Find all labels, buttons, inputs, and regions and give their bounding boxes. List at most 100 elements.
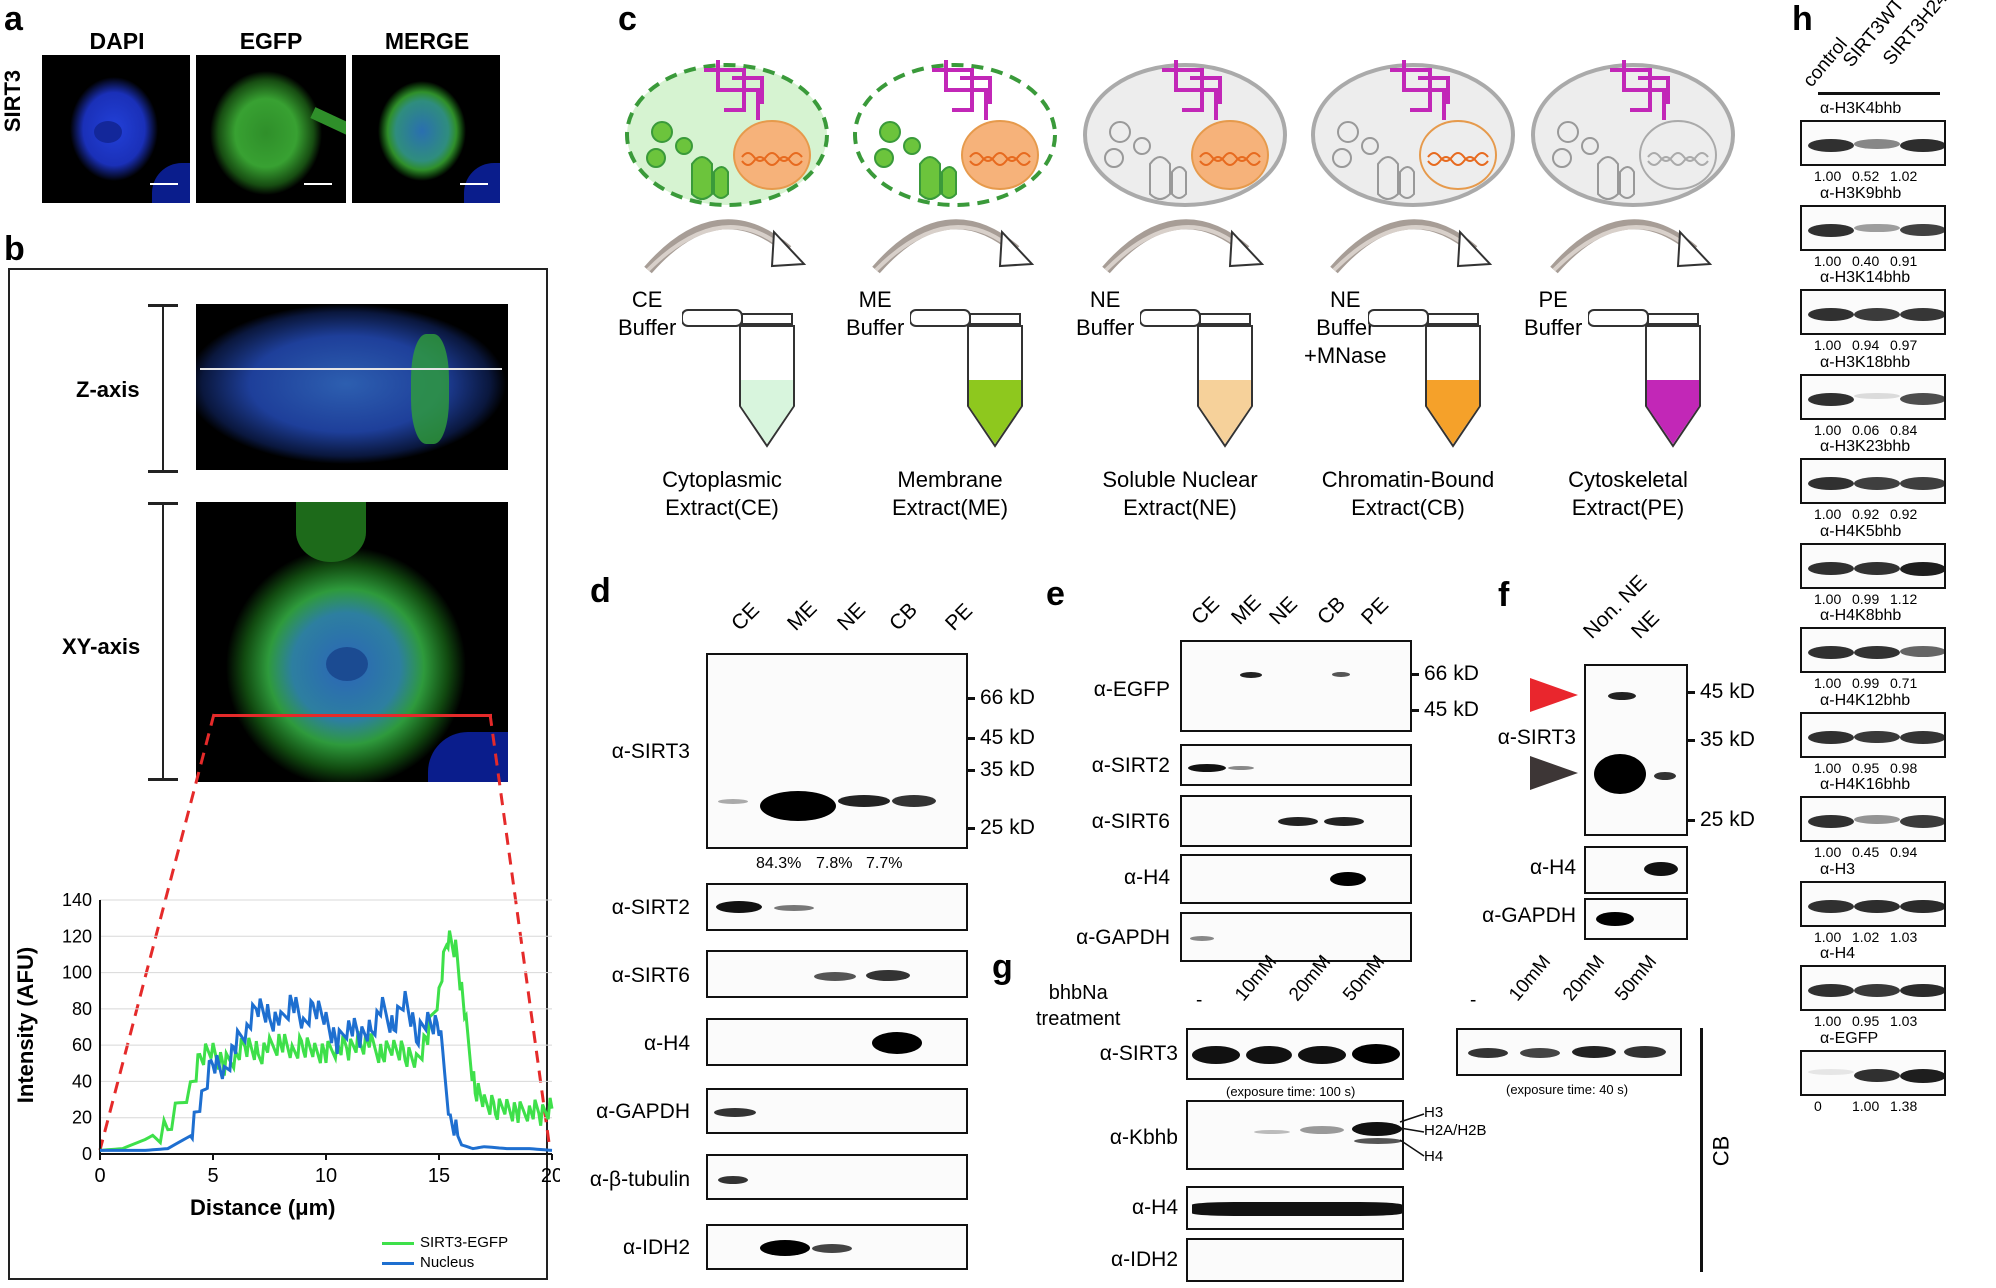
panel-b-frame <box>8 268 548 1280</box>
label-h-3: α-H3K18bhb <box>1820 353 1911 371</box>
buffer-0: CE Buffer <box>618 287 677 340</box>
value-h-0-2: 1.02 <box>1890 168 1918 184</box>
egfp-header: EGFP <box>239 28 303 54</box>
value-h-11-1: 1.00 <box>1852 1097 1880 1114</box>
dose-0-0: - <box>1196 990 1203 1011</box>
panel-h-letter: h <box>1792 0 1813 38</box>
cell-3 <box>1308 60 1518 210</box>
blot-d-btubulin <box>706 1154 968 1200</box>
ab-f-sirt3: α-SIRT3 <box>1497 726 1576 749</box>
value-h-6-2: 0.71 <box>1890 675 1918 691</box>
arrow-0 <box>644 219 807 274</box>
blot-e-sirt6 <box>1180 795 1412 847</box>
pct-d-cb: 7.7% <box>866 855 903 872</box>
blot-g-h4 <box>1186 1186 1404 1230</box>
blot-d-sirt2 <box>706 883 968 931</box>
xy-axis-line <box>214 714 492 717</box>
histone-h2a-h2b: H2A/H2B <box>1424 1122 1487 1139</box>
panel-f-letter: f <box>1498 576 1510 614</box>
value-h-11-0: 0 <box>1814 1097 1822 1114</box>
ytick-4: 80 <box>72 999 92 1019</box>
ab-d-sirt2: α-SIRT2 <box>611 896 690 919</box>
lane-e-me: ME <box>1227 590 1266 630</box>
blot-h-1 <box>1800 204 1946 251</box>
value-h-10-2: 1.03 <box>1890 1013 1918 1029</box>
buffer-2: NE Buffer <box>1076 287 1135 340</box>
blot-d-h4 <box>706 1018 968 1066</box>
extract-0: Cytoplasmic Extract(CE) <box>662 467 782 520</box>
ytick-5: 100 <box>62 963 92 983</box>
lane-d-ne: NE <box>833 598 870 636</box>
panel-a-letter: a <box>4 0 23 38</box>
buffer-3: NE Buffer +MNase <box>1304 287 1387 368</box>
histone-h3: H3 <box>1424 1104 1444 1121</box>
lane-d-cb: CB <box>885 598 922 636</box>
value-h-7-0: 1.00 <box>1814 759 1842 776</box>
value-h-10-1: 0.95 <box>1852 1013 1880 1029</box>
value-h-1-2: 0.91 <box>1890 252 1918 269</box>
label-h-6: α-H4K8bhb <box>1820 607 1902 624</box>
label-h-7: α-H4K12bhb <box>1820 691 1911 709</box>
dapi-header: DAPI <box>89 28 145 54</box>
x-axis-title: Distance (μm) <box>190 1195 336 1220</box>
tube-1 <box>910 309 1023 448</box>
value-h-8-0: 1.00 <box>1814 844 1842 860</box>
blot-f-sirt3 <box>1584 664 1688 836</box>
ab-e-sirt2: α-SIRT2 <box>1091 754 1170 777</box>
value-h-2-0: 1.00 <box>1814 337 1842 353</box>
exposure-right: (exposure time: 40 s) <box>1506 1082 1629 1097</box>
egfp-image <box>196 55 346 203</box>
value-h-6-1: 0.99 <box>1852 675 1880 691</box>
dose-1-2: 20mM <box>1559 951 1610 1006</box>
blot-h-0 <box>1800 120 1946 166</box>
ytick-1: 20 <box>72 1108 92 1128</box>
blot-f-h4 <box>1584 846 1688 894</box>
tube-3 <box>1368 309 1481 448</box>
zoom-dashed-lines <box>98 713 552 1151</box>
cell-1 <box>850 60 1060 210</box>
y-axis-title: Intensity (AFU) <box>13 946 39 1104</box>
ytick-3: 60 <box>72 1035 92 1055</box>
value-h-8-1: 0.45 <box>1852 844 1880 860</box>
cb-label: CB <box>1708 1135 1734 1167</box>
lane-e-ne: NE <box>1265 592 1302 630</box>
merge-header: MERGE <box>384 28 470 54</box>
blot-d-sirt6 <box>706 950 968 998</box>
blot-h-8 <box>1800 796 1946 842</box>
tube-4 <box>1588 309 1701 448</box>
label-h-8: α-H4K16bhb <box>1820 776 1911 793</box>
histone-pointers <box>1399 1113 1425 1157</box>
blot-h-6 <box>1800 627 1946 673</box>
ab-e-gapdh: α-GAPDH <box>1076 926 1170 949</box>
ytick-6: 120 <box>62 926 92 946</box>
chart-axes <box>99 900 552 1155</box>
dose-1-1: 10mM <box>1505 951 1556 1006</box>
xtick-3: 15 <box>428 1165 450 1187</box>
lane-e-pe: PE <box>1357 593 1394 630</box>
blot-e-sirt2 <box>1180 744 1412 786</box>
dapi-image <box>42 55 190 203</box>
legend-item-sirt3-egfp: SIRT3-EGFP <box>382 1234 508 1254</box>
ab-e-sirt6: α-SIRT6 <box>1091 810 1170 833</box>
ab-f-h4: α-H4 <box>1530 856 1576 879</box>
arrow-4 <box>1550 219 1713 274</box>
tube-2 <box>1140 309 1253 448</box>
z-axis-label: Z-axis <box>76 377 140 402</box>
blot-h-10 <box>1800 965 1946 1011</box>
blot-g-kbhb <box>1186 1100 1404 1170</box>
kd-f-35: 35 kD <box>1688 728 1755 752</box>
xtick-0: 0 <box>94 1165 105 1187</box>
extract-3: Chromatin-Bound Extract(CB) <box>1321 467 1495 520</box>
cb-bracket-line <box>1700 1028 1703 1272</box>
label-h-5: α-H4K5bhb <box>1820 522 1902 540</box>
histone-h4: H4 <box>1424 1148 1444 1165</box>
lane-e-cb: CB <box>1313 592 1350 630</box>
series-line-1 <box>100 990 553 1152</box>
blot-g-sirt3-right <box>1456 1028 1682 1076</box>
value-h-3-0: 1.00 <box>1814 421 1842 438</box>
ytick-2: 40 <box>72 1071 92 1091</box>
z-axis-image <box>196 304 508 470</box>
label-h-2: α-H3K14bhb <box>1820 269 1911 286</box>
panel-b-letter: b <box>4 230 25 268</box>
panel-d-letter: d <box>590 572 611 610</box>
